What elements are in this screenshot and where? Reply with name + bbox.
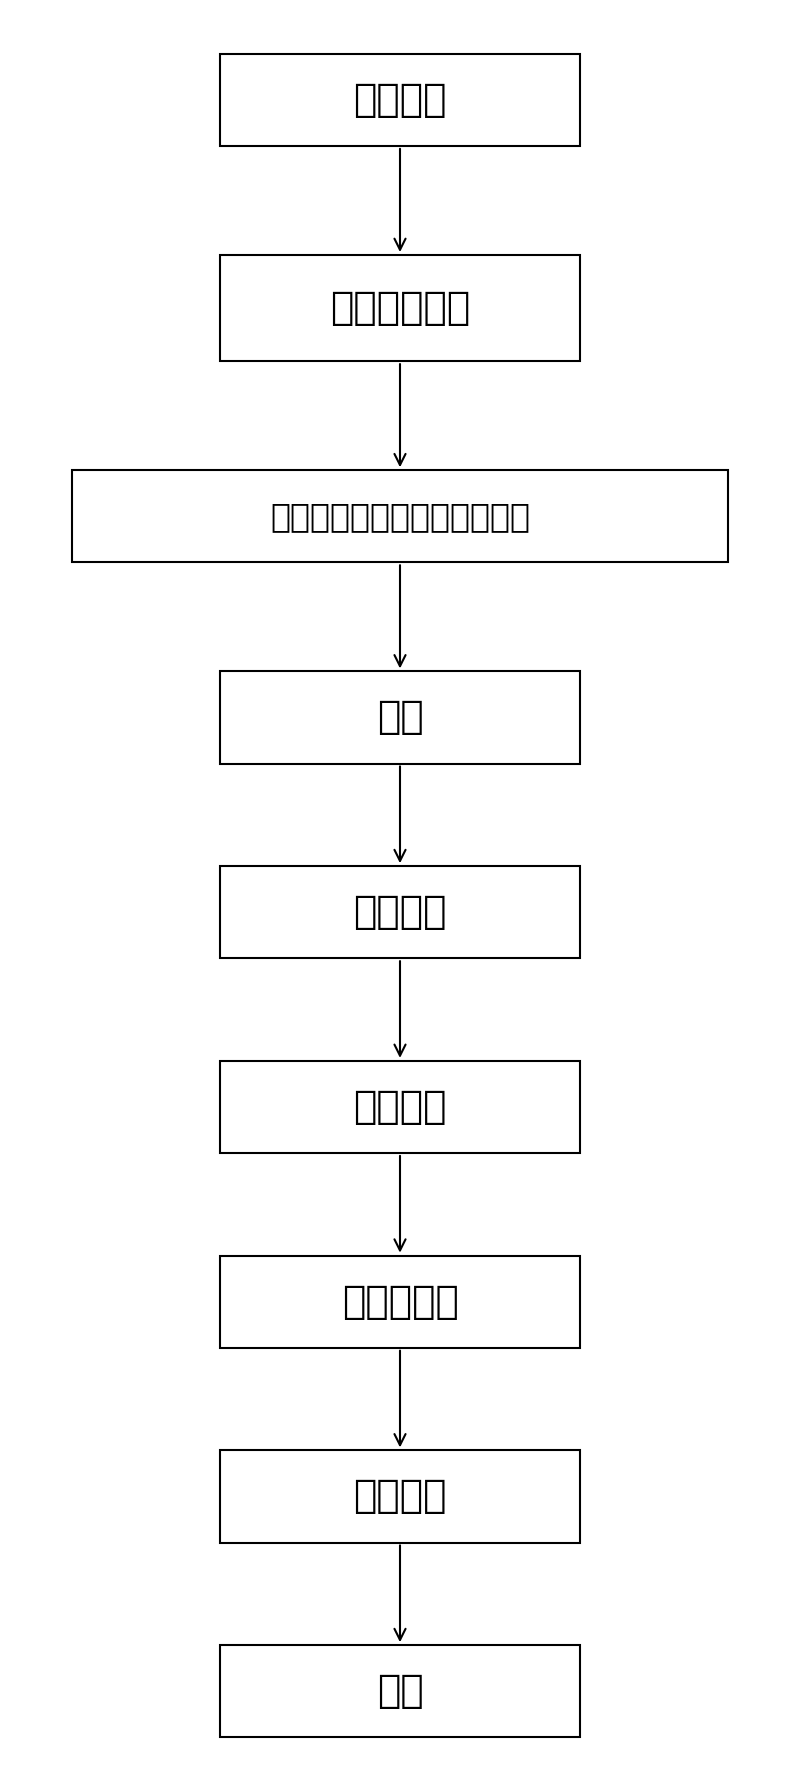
Bar: [220, 867, 580, 958]
Text: 超纯水冲洗: 超纯水冲洗: [342, 1282, 458, 1320]
Bar: [220, 672, 580, 763]
Text: 脱脂后水冲洗: 脱脂后水冲洗: [330, 288, 470, 328]
Bar: [220, 1060, 580, 1153]
Text: 采用络合清洗剂进行除锈清洗: 采用络合清洗剂进行除锈清洗: [270, 500, 530, 532]
Text: 漂洗: 漂洗: [377, 698, 423, 736]
Text: 氨塞冲洗: 氨塞冲洗: [354, 894, 446, 931]
Bar: [220, 1255, 580, 1349]
Bar: [220, 54, 580, 147]
Bar: [220, 1451, 580, 1542]
Text: 钝化处理: 钝化处理: [354, 1087, 446, 1127]
Text: 包封: 包封: [377, 1673, 423, 1710]
Bar: [72, 469, 728, 562]
Bar: [220, 254, 580, 362]
Bar: [220, 1644, 580, 1737]
Text: 干燥处理: 干燥处理: [354, 1478, 446, 1515]
Text: 脱脂清洗: 脱脂清洗: [354, 81, 446, 118]
